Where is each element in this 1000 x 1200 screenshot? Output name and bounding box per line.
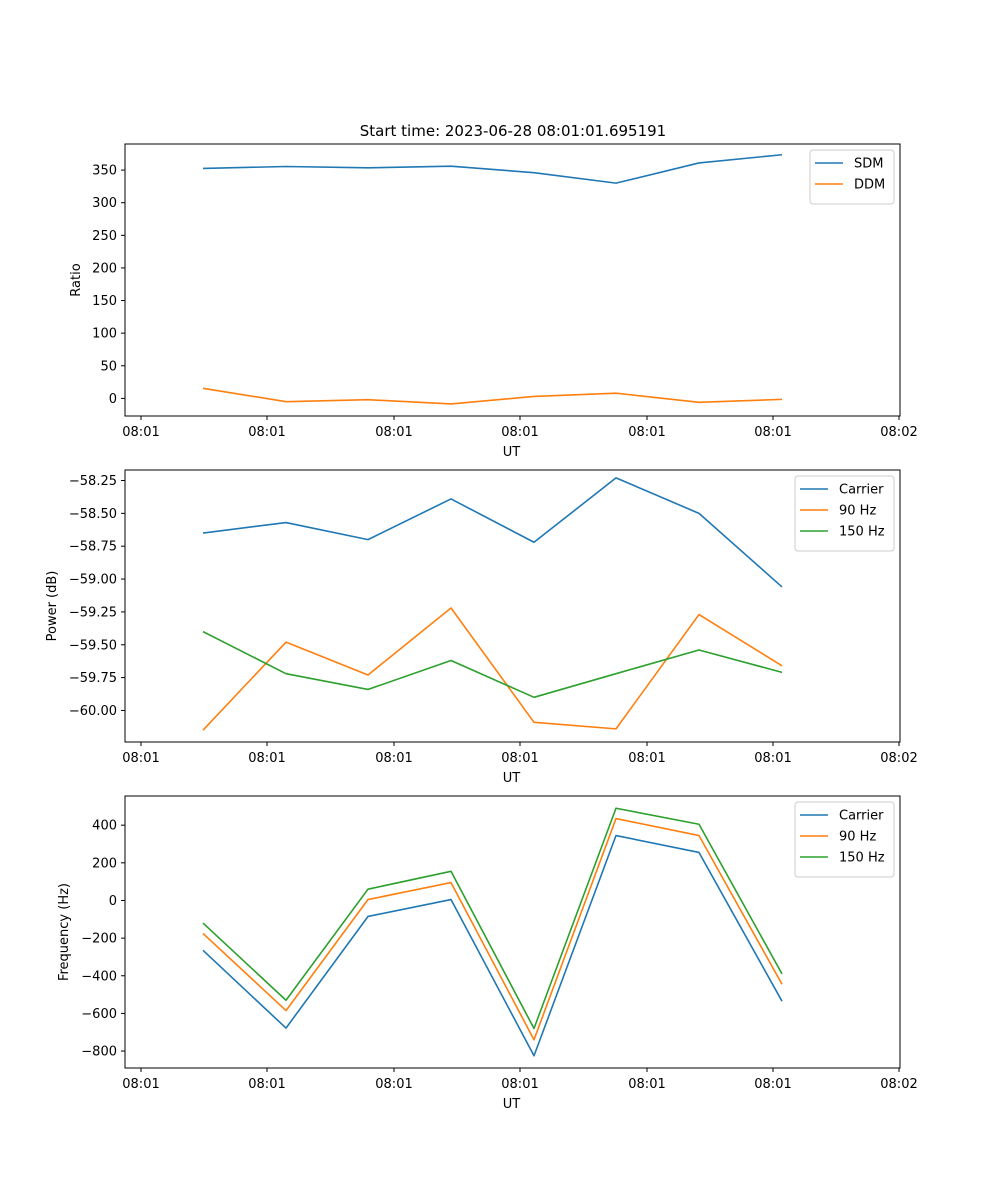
series-line-carrier — [202, 834, 783, 1057]
y-tick-label: −60.00 — [69, 704, 117, 719]
x-tick-label: 08:01 — [375, 1077, 412, 1092]
series-line-sdm — [202, 153, 783, 184]
y-tick-label: −59.25 — [69, 605, 117, 620]
x-tick-label: 08:01 — [754, 425, 791, 440]
legend-label: DDM — [854, 178, 885, 193]
x-tick-label: 08:02 — [880, 751, 917, 766]
x-tick-label: 08:01 — [375, 425, 412, 440]
legend-box — [794, 475, 895, 552]
y-tick-label: −58.75 — [69, 540, 117, 555]
x-axis-label: UT — [503, 445, 521, 460]
y-tick-label: 350 — [92, 164, 117, 179]
series-line-150-hz — [202, 630, 783, 699]
y-tick-label: −58.50 — [69, 507, 117, 522]
y-tick-label: 150 — [92, 294, 117, 309]
panels: 08:01 08:01 08:01 08:01 08:01 08:01 08:02 0 50 10… — [45, 143, 918, 1112]
y-tick-label: −600 — [81, 1007, 117, 1022]
y-tick-label: −800 — [81, 1045, 117, 1060]
x-tick-label: 08:02 — [880, 425, 917, 440]
legend: Carrier 90 Hz 150 Hz — [794, 801, 895, 878]
series-line-ddm — [202, 387, 783, 405]
legend-label: Carrier — [839, 809, 884, 824]
y-tick-label: −58.25 — [69, 474, 117, 489]
series-line-carrier — [202, 477, 783, 588]
x-tick-label: 08:01 — [375, 751, 412, 766]
legend-label: 150 Hz — [839, 851, 885, 866]
series-line-90-hz — [202, 607, 783, 731]
y-tick-label: −59.50 — [69, 638, 117, 653]
legend-label: SDM — [854, 157, 883, 172]
axes-frame — [124, 469, 901, 743]
y-tick-label: 100 — [92, 327, 117, 342]
legend-label: 90 Hz — [839, 830, 876, 845]
x-tick-label: 08:01 — [248, 751, 285, 766]
y-axis-label: Ratio — [69, 263, 84, 296]
x-tick-label: 08:01 — [122, 1077, 159, 1092]
y-tick-label: −200 — [81, 932, 117, 947]
x-axis-label: UT — [503, 1097, 521, 1112]
series-line-90-hz — [202, 817, 783, 1041]
figure-title: Start time: 2023-06-28 08:01:01.695191 — [360, 122, 666, 140]
legend-box — [794, 801, 895, 878]
y-tick-label: −400 — [81, 969, 117, 984]
y-tick-label: 0 — [109, 894, 117, 909]
x-tick-label: 08:01 — [248, 425, 285, 440]
y-tick-label: 300 — [92, 196, 117, 211]
x-tick-label: 08:01 — [628, 1077, 665, 1092]
legend-label: Carrier — [839, 483, 884, 498]
x-tick-label: 08:01 — [122, 751, 159, 766]
y-tick-label: 250 — [92, 229, 117, 244]
x-tick-label: 08:01 — [122, 425, 159, 440]
x-axis-label: UT — [503, 771, 521, 786]
legend-label: 90 Hz — [839, 504, 876, 519]
x-tick-label: 08:01 — [501, 425, 538, 440]
x-tick-label: 08:01 — [628, 751, 665, 766]
x-tick-label: 08:01 — [501, 1077, 538, 1092]
x-tick-label: 08:01 — [754, 751, 791, 766]
y-tick-label: 50 — [100, 359, 117, 374]
axes-frame — [124, 143, 901, 417]
y-tick-label: −59.00 — [69, 573, 117, 588]
x-tick-label: 08:01 — [754, 1077, 791, 1092]
legend: SDM DDM — [809, 149, 895, 205]
x-tick-label: 08:01 — [501, 751, 538, 766]
y-tick-label: −59.75 — [69, 671, 117, 686]
y-tick-label: 400 — [92, 819, 117, 834]
chart-panel-2: 08:01 08:01 08:01 08:01 08:01 08:01 08:02 −60.0… — [45, 469, 918, 786]
legend-label: 150 Hz — [839, 525, 885, 540]
y-tick-label: 200 — [92, 261, 117, 276]
y-tick-label: 200 — [92, 856, 117, 871]
axes-frame — [124, 795, 901, 1069]
legend: Carrier 90 Hz 150 Hz — [794, 475, 895, 552]
x-tick-label: 08:01 — [628, 425, 665, 440]
x-tick-label: 08:01 — [248, 1077, 285, 1092]
series-line-150-hz — [202, 807, 783, 1030]
y-tick-label: 0 — [109, 392, 117, 407]
x-tick-label: 08:02 — [880, 1077, 917, 1092]
chart-panel-1: 08:01 08:01 08:01 08:01 08:01 08:01 08:02 0 50 10… — [69, 143, 918, 460]
y-axis-label: Power (dB) — [45, 571, 60, 642]
chart-panel-3: 08:01 08:01 08:01 08:01 08:01 08:01 08:02 −800 −… — [57, 795, 918, 1112]
y-axis-label: Frequency (Hz) — [57, 883, 72, 981]
